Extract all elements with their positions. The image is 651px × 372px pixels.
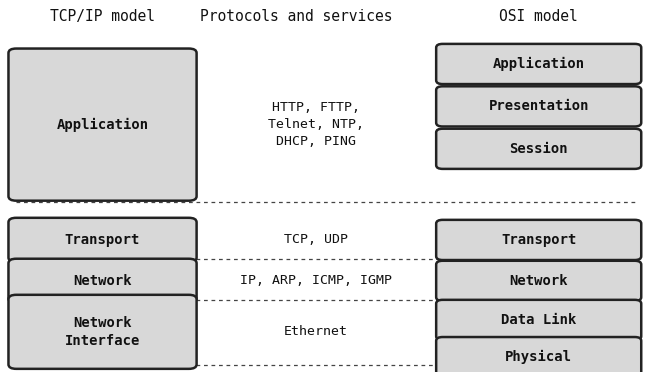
Text: Application: Application [493, 57, 585, 71]
Text: IP, ARP, ICMP, IGMP: IP, ARP, ICMP, IGMP [240, 275, 392, 287]
Text: HTTP, FTTP,
Telnet, NTP,
DHCP, PING: HTTP, FTTP, Telnet, NTP, DHCP, PING [268, 101, 364, 148]
Text: Transport: Transport [501, 233, 576, 247]
FancyBboxPatch shape [436, 300, 641, 340]
Text: TCP, UDP: TCP, UDP [284, 234, 348, 246]
FancyBboxPatch shape [8, 218, 197, 262]
FancyBboxPatch shape [436, 129, 641, 169]
Text: Network
Interface: Network Interface [65, 315, 140, 348]
Text: Network: Network [509, 274, 568, 288]
FancyBboxPatch shape [8, 259, 197, 303]
Text: Ethernet: Ethernet [284, 326, 348, 338]
FancyBboxPatch shape [436, 220, 641, 260]
FancyBboxPatch shape [436, 44, 641, 84]
FancyBboxPatch shape [436, 337, 641, 372]
Text: TCP/IP model: TCP/IP model [50, 9, 155, 24]
FancyBboxPatch shape [8, 295, 197, 369]
Text: Presentation: Presentation [488, 99, 589, 113]
Text: OSI model: OSI model [499, 9, 578, 24]
Text: Application: Application [57, 118, 148, 132]
Text: Data Link: Data Link [501, 313, 576, 327]
Text: Network: Network [73, 274, 132, 288]
Text: Session: Session [509, 142, 568, 156]
FancyBboxPatch shape [436, 86, 641, 126]
Text: Transport: Transport [65, 233, 140, 247]
Text: Protocols and services: Protocols and services [200, 9, 393, 24]
FancyBboxPatch shape [436, 261, 641, 301]
FancyBboxPatch shape [8, 48, 197, 201]
Text: Physical: Physical [505, 350, 572, 364]
